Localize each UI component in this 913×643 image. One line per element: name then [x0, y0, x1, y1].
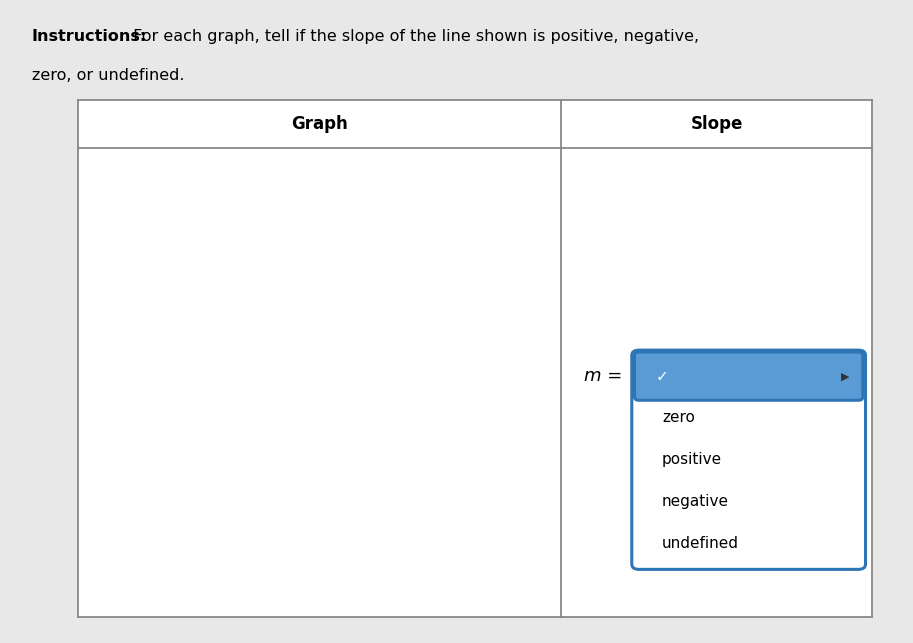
- Text: undefined: undefined: [662, 536, 739, 551]
- Text: ✓: ✓: [656, 368, 668, 384]
- Text: -3: -3: [187, 389, 198, 399]
- Text: 1: 1: [326, 337, 332, 347]
- Text: negative: negative: [662, 494, 729, 509]
- Text: 2: 2: [326, 296, 332, 306]
- Text: -1: -1: [272, 389, 282, 399]
- Text: -2: -2: [326, 459, 336, 469]
- Text: -3: -3: [326, 500, 336, 511]
- Text: -5: -5: [103, 389, 113, 399]
- Text: -2: -2: [230, 389, 240, 399]
- Text: -4: -4: [145, 389, 155, 399]
- Text: 5: 5: [528, 389, 534, 399]
- Text: positive: positive: [662, 452, 722, 467]
- Text: -4: -4: [326, 541, 336, 551]
- Text: 2: 2: [401, 389, 407, 399]
- Text: Graph: Graph: [291, 115, 348, 132]
- Text: For each graph, tell if the slope of the line shown is positive, negative,: For each graph, tell if the slope of the…: [128, 29, 699, 44]
- Text: (-1,-4): (-1,-4): [244, 552, 292, 566]
- Text: 4: 4: [486, 389, 492, 399]
- Text: 4: 4: [326, 214, 332, 224]
- Point: [270, 541, 285, 552]
- Text: Instructions:: Instructions:: [32, 29, 147, 44]
- Text: (-5,4): (-5,4): [116, 225, 160, 239]
- Text: 3: 3: [326, 255, 332, 265]
- Text: Slope: Slope: [690, 115, 743, 132]
- Text: -1: -1: [326, 419, 336, 428]
- Text: zero, or undefined.: zero, or undefined.: [32, 68, 184, 82]
- Text: 5: 5: [326, 173, 332, 183]
- Text: zero: zero: [662, 410, 695, 426]
- Point: [100, 213, 115, 224]
- Text: 3: 3: [443, 389, 450, 399]
- Text: ▶: ▶: [841, 371, 849, 381]
- Text: -5: -5: [326, 582, 336, 592]
- Text: 1: 1: [359, 389, 365, 399]
- Text: m =: m =: [584, 367, 623, 385]
